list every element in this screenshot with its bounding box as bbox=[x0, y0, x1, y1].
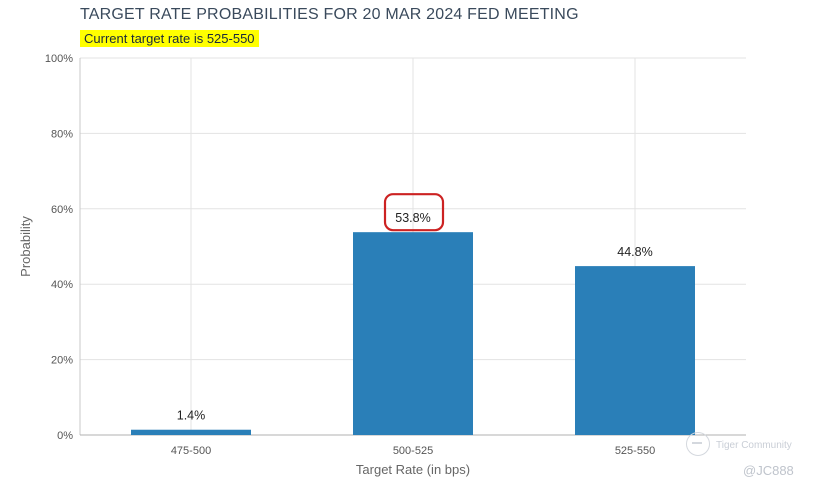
data-labels: 1.4% 53.8% 44.8% bbox=[177, 211, 653, 423]
y-tick-label: 20% bbox=[51, 355, 73, 367]
highlight-box bbox=[383, 193, 445, 232]
y-tick-label: 100% bbox=[45, 53, 73, 65]
x-tick-label: 500-525 bbox=[393, 445, 433, 457]
y-tick-label: 0% bbox=[57, 430, 73, 442]
bar-475-500 bbox=[131, 429, 251, 435]
x-axis-title: Target Rate (in bps) bbox=[356, 462, 470, 477]
bar-500-525 bbox=[353, 232, 473, 435]
bars bbox=[131, 232, 695, 435]
x-tick-label: 475-500 bbox=[171, 445, 211, 457]
data-label-525-550: 44.8% bbox=[617, 245, 652, 259]
y-tick-label: 60% bbox=[51, 204, 73, 216]
x-axis-ticks: 475-500 500-525 525-550 bbox=[171, 445, 655, 457]
data-label-500-525: 53.8% bbox=[395, 211, 430, 225]
y-axis-ticks: 0% 20% 40% 60% 80% 100% bbox=[45, 53, 73, 442]
y-tick-label: 80% bbox=[51, 128, 73, 140]
bar-525-550 bbox=[575, 266, 695, 435]
chart-title: TARGET RATE PROBABILITIES FOR 20 MAR 202… bbox=[80, 6, 579, 23]
data-label-475-500: 1.4% bbox=[177, 409, 206, 423]
x-tick-label: 525-550 bbox=[615, 445, 655, 457]
watermark-brand: Tiger Community bbox=[716, 440, 792, 451]
highlight-annotation bbox=[383, 193, 445, 232]
current-rate-note: Current target rate is 525-550 bbox=[80, 30, 259, 47]
y-axis-title: Probability bbox=[18, 216, 33, 277]
tiger-logo-icon bbox=[686, 432, 710, 456]
y-tick-label: 40% bbox=[51, 279, 73, 291]
watermark-handle: @JC888 bbox=[743, 463, 794, 478]
